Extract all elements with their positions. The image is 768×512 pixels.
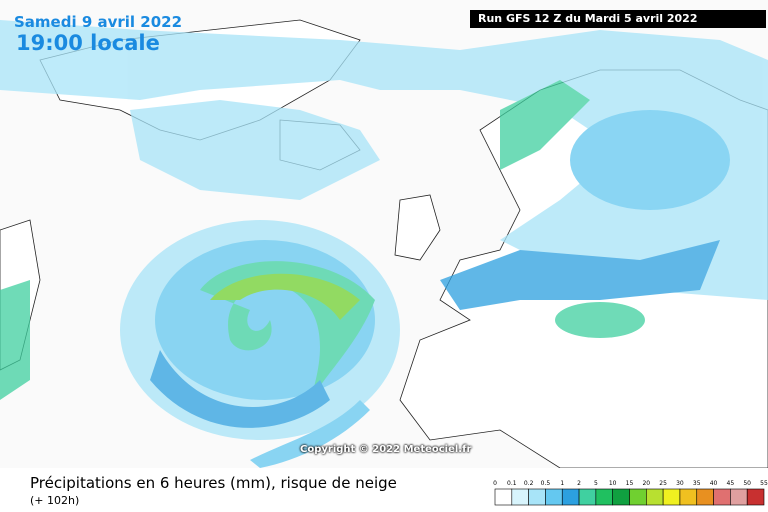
legend-swatch [545,488,563,506]
legend-label: 0.1 [507,480,517,487]
legend-swatch [629,488,647,506]
legend-swatch [713,488,731,506]
run-info: Run GFS 12 Z du Mardi 5 avril 2022 [470,10,766,28]
date: Samedi 9 avril 2022 [14,13,183,31]
legend-swatch [528,488,546,506]
legend-label: 25 [659,480,667,487]
legend-label: 5 [594,480,598,487]
legend-label: 40 [710,480,718,487]
legend-label: 1 [560,480,564,487]
legend-label: 0.2 [524,480,534,487]
legend-label: 2 [577,480,581,487]
legend-label: 45 [727,480,735,487]
legend-swatch [696,488,714,506]
legend-label: 35 [693,480,701,487]
legend-swatch [612,488,630,506]
legend-label: 50 [743,480,751,487]
legend-label: 15 [626,480,634,487]
legend-swatch [679,488,698,506]
caption-title: Précipitations en 6 heures (mm), risque … [30,474,397,492]
legend-swatch [561,488,580,506]
legend-swatch [578,488,597,506]
caption-subtitle: (+ 102h) [30,494,80,507]
legend-label: 55 [760,480,768,487]
legend-swatch [746,488,765,506]
copyright: Copyright © 2022 Meteociel.fr [300,444,472,455]
legend-swatch [646,488,664,506]
time: 19:00 locale [16,31,160,55]
legend-swatch [730,488,748,506]
legend-swatch [595,488,613,506]
legend-label: 30 [676,480,684,487]
legend-swatch [511,488,529,506]
legend-swatch [494,488,513,506]
legend-label: 0 [493,480,497,487]
legend-swatch [662,488,681,506]
legend-label: 10 [609,480,617,487]
legend: 0 0.1 0.2 0.5 1 2 5 10 15 20 25 30 35 40 45 50 55 [493,480,768,506]
precipitation [0,20,768,468]
legend-label: 20 [642,480,650,487]
legend-label: 0.5 [541,480,551,487]
